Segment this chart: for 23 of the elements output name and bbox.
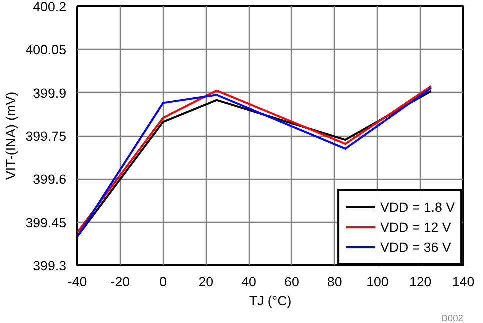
y-tick-label: 399.3 [33, 258, 67, 274]
y-tick-label: 400.05 [26, 42, 66, 58]
y-tick-label: 399.9 [33, 86, 67, 101]
legend-label: VDD = 1.8 V [380, 200, 455, 214]
x-tick-label: 20 [198, 274, 214, 290]
text: D002 [441, 314, 464, 323]
y-tick-label: 399.45 [26, 215, 66, 230]
x-tick-label: 140 [452, 274, 475, 290]
x-axis-title: TJ (°C) [249, 294, 292, 308]
x-tick-label: 100 [366, 274, 389, 290]
x-tick-label: 0 [160, 274, 167, 290]
x-tick-label: 40 [242, 274, 256, 290]
y-tick-label: 399.75 [26, 129, 66, 144]
x-tick-label: 60 [284, 274, 300, 290]
y-axis-title: VIT-(INA) (mV) [4, 92, 19, 180]
x-tick-label: -40 [68, 274, 88, 290]
legend-label: VDD = 12 V [380, 220, 452, 234]
x-tick-label: -20 [110, 274, 130, 290]
y-tick-label: 399.6 [33, 172, 67, 188]
x-tick-label: 80 [327, 274, 342, 290]
legend-label: VDD = 36 V [380, 240, 452, 254]
y-tick-label: 400.2 [33, 0, 67, 14]
x-tick-label: 120 [409, 274, 432, 290]
